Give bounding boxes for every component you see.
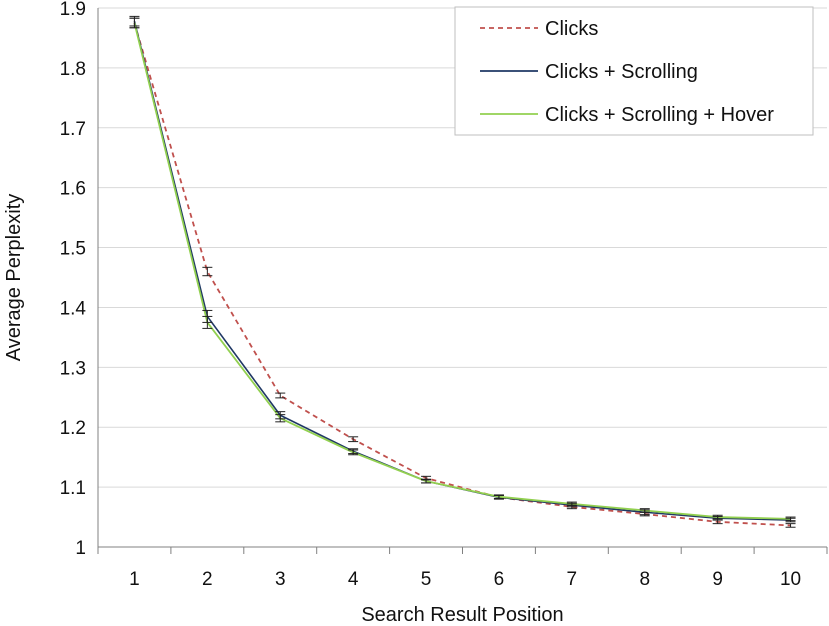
error-bar xyxy=(275,392,286,399)
series-line xyxy=(133,22,791,527)
error-bar xyxy=(566,501,577,507)
x-tick-label: 9 xyxy=(712,569,723,590)
x-tick-label: 4 xyxy=(348,569,359,590)
legend-label: Clicks xyxy=(545,18,598,40)
tick-labels: 1 1.1 1.2 1.3 1.4 1.5 1.6 1.7 1.8 1.9 1 2 3 4 5 6 7 8 9 10 xyxy=(60,0,802,590)
legend-label: Clicks + Scrolling xyxy=(545,61,698,83)
x-tick-label: 6 xyxy=(494,569,505,590)
error-bar xyxy=(712,514,723,520)
legend-item: Clicks + Scrolling + Hover xyxy=(480,104,774,126)
error-bar xyxy=(493,494,504,499)
x-tick-label: 3 xyxy=(275,569,286,590)
legend: Clicks Clicks + Scrolling Clicks + Scrolli… xyxy=(454,6,814,136)
y-tick-label: 1.3 xyxy=(60,358,86,379)
x-axis-title: Search Result Position xyxy=(361,604,563,626)
x-tick-label: 7 xyxy=(567,569,578,590)
y-tick-label: 1.4 xyxy=(60,298,87,319)
legend-label: Clicks + Scrolling + Hover xyxy=(545,104,774,126)
x-tick-label: 8 xyxy=(639,569,650,590)
x-tick-label: 2 xyxy=(202,569,213,590)
y-tick-label: 1.8 xyxy=(60,59,86,80)
error-bar xyxy=(129,17,140,29)
error-bar xyxy=(785,516,796,522)
error-bar xyxy=(639,508,650,513)
y-tick-label: 1.9 xyxy=(60,0,86,20)
legend-item: Clicks xyxy=(480,18,598,40)
x-tick-label: 5 xyxy=(421,569,432,590)
y-tick-label: 1.1 xyxy=(60,478,86,499)
axes xyxy=(97,8,828,554)
error-bar xyxy=(202,266,213,277)
y-tick-label: 1.5 xyxy=(60,239,86,260)
y-tick-label: 1 xyxy=(75,538,86,559)
y-tick-label: 1.7 xyxy=(60,119,86,140)
error-bar xyxy=(421,478,432,484)
error-bar xyxy=(348,436,359,443)
y-tick-label: 1.2 xyxy=(60,418,86,439)
error-bar xyxy=(712,519,723,525)
x-tick-label: 10 xyxy=(780,569,801,590)
error-bar xyxy=(348,449,359,456)
error-bar xyxy=(202,315,213,329)
series-lines xyxy=(129,15,796,528)
error-bar xyxy=(785,523,796,528)
legend-item: Clicks + Scrolling xyxy=(480,61,698,83)
y-tick-label: 1.6 xyxy=(60,179,86,200)
x-tick-label: 1 xyxy=(129,569,140,590)
error-bar xyxy=(275,414,286,423)
series-line xyxy=(133,22,791,520)
y-axis-title: Average Perplexity xyxy=(3,194,25,362)
